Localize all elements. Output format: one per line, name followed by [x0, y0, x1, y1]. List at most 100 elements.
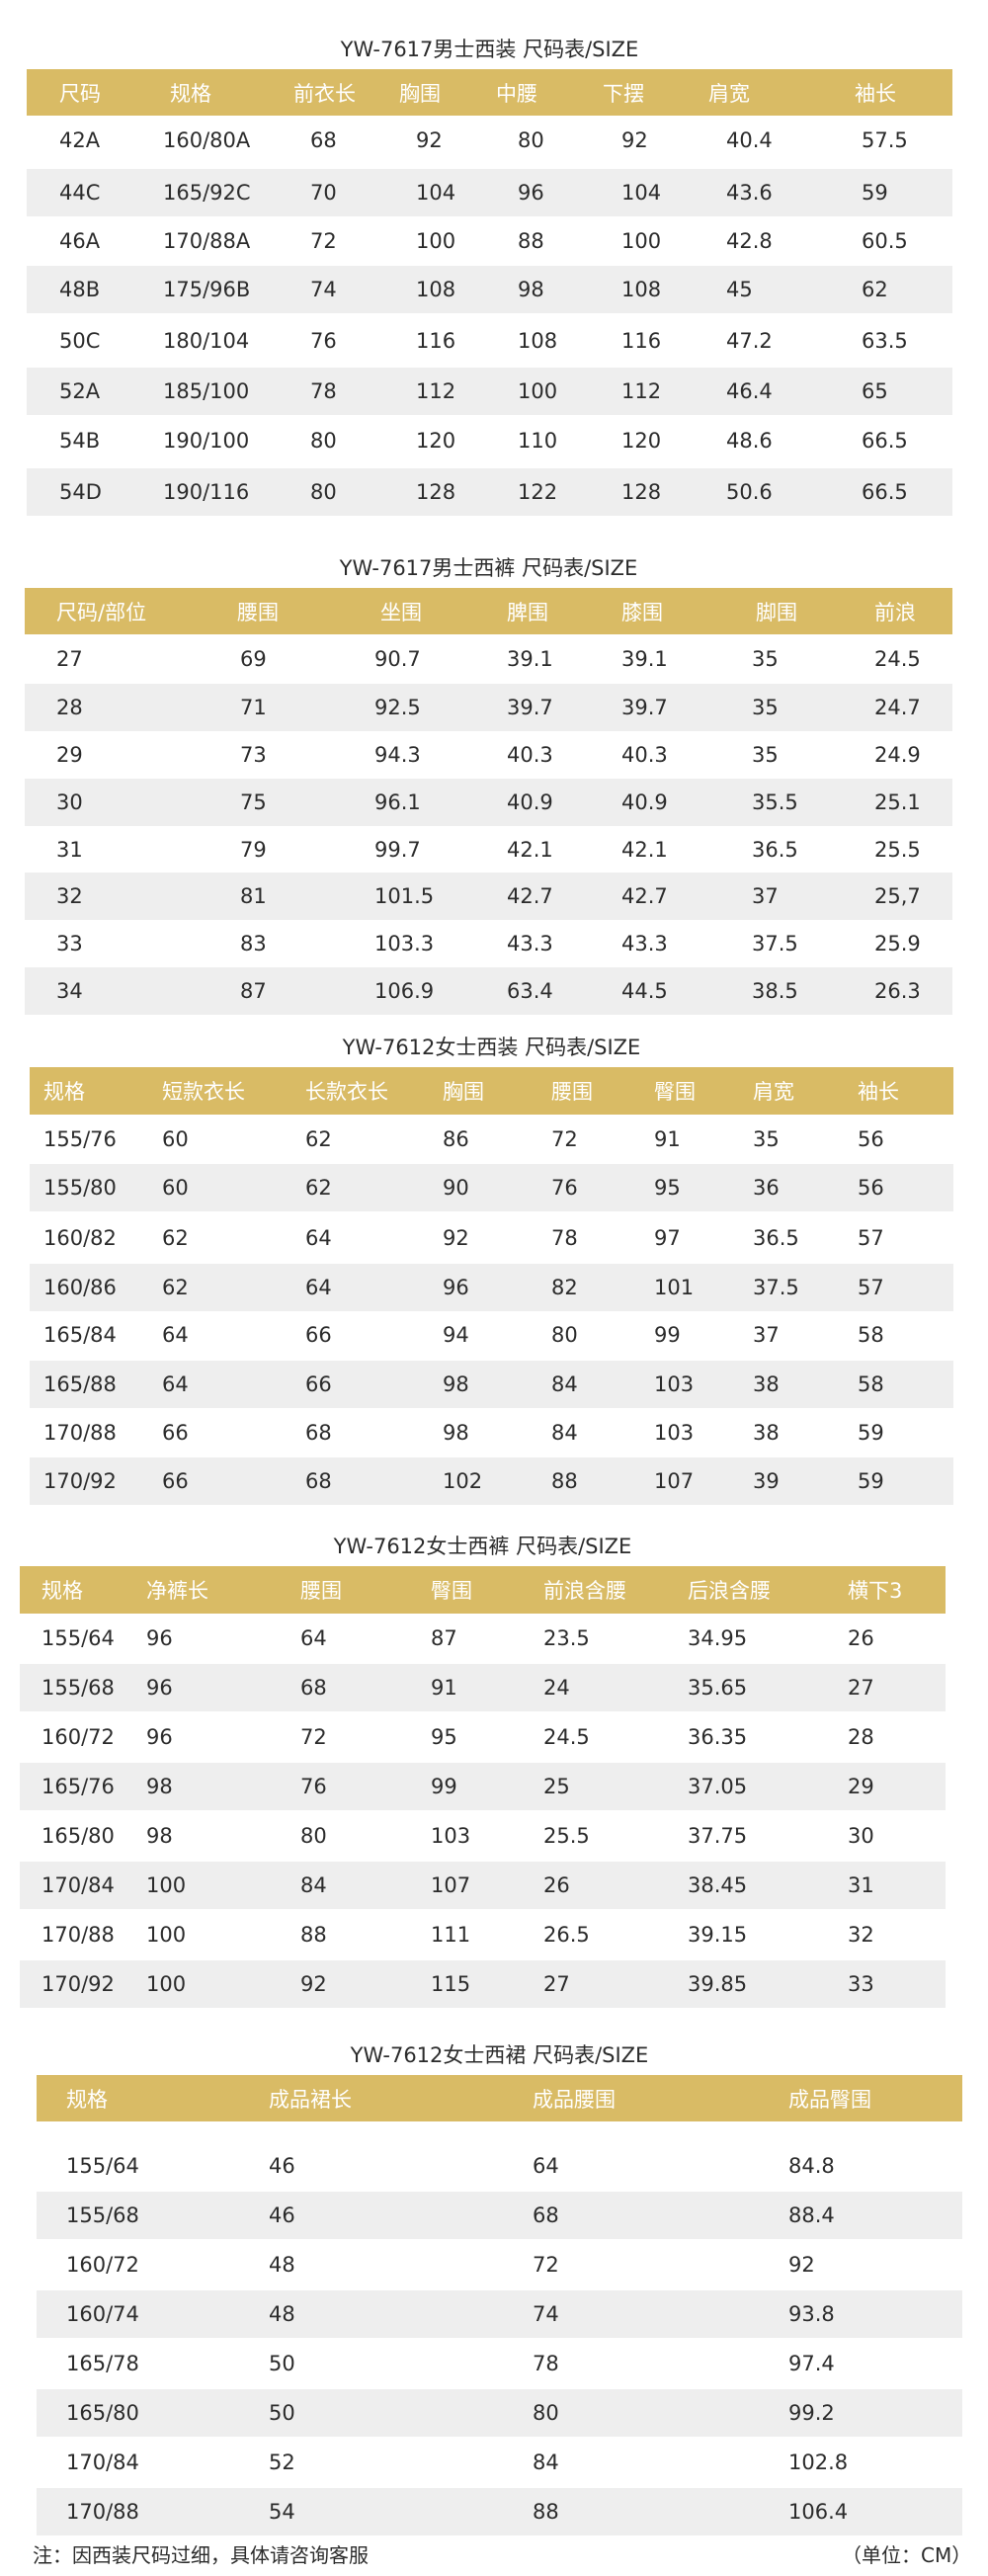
table-cell: 34	[56, 979, 83, 1003]
table-cell: 39.85	[688, 1972, 748, 1996]
table-cell: 115	[431, 1972, 471, 1996]
table-cell: 46A	[59, 229, 101, 253]
table-cell: 72	[300, 1725, 327, 1749]
table-cell: 42A	[59, 128, 101, 152]
table-row: 165/76 98 76 99 25 37.05 29	[20, 1763, 946, 1810]
table-cell: 25,7	[874, 884, 921, 908]
table-cell: 100	[146, 1972, 187, 1996]
table-cell: 82	[551, 1276, 578, 1299]
table-cell: 120	[416, 429, 456, 453]
table-cell: 91	[654, 1127, 681, 1151]
table-cell: 80	[310, 480, 337, 504]
table-cell: 37.5	[753, 1276, 799, 1299]
table-cell: 165/80	[66, 2401, 139, 2425]
table-header-row: 尺码/部位 腰围 坐围 脾围 膝围 脚围 前浪	[25, 588, 952, 634]
table-row: 155/68 96 68 91 24 35.65 27	[20, 1664, 946, 1711]
table-cell: 98	[518, 278, 544, 301]
column-header: 短款衣长	[162, 1080, 245, 1104]
table-cell: 39.7	[507, 696, 553, 719]
column-header: 净裤长	[146, 1579, 208, 1603]
table-cell: 92	[621, 128, 648, 152]
table-cell: 54	[269, 2500, 295, 2524]
table-cell: 96	[518, 181, 544, 205]
table-cell: 57.5	[862, 128, 908, 152]
table-cell: 92	[416, 128, 443, 152]
table-cell: 28	[56, 696, 83, 719]
table-row: 160/74 48 74 93.8	[37, 2290, 962, 2338]
table-cell: 38.5	[752, 979, 798, 1003]
table-cell: 28	[848, 1725, 874, 1749]
column-header: 腰围	[300, 1579, 342, 1603]
table-cell: 40.3	[621, 743, 668, 767]
table-row: 170/84 52 84 102.8	[37, 2439, 962, 2486]
table-cell: 37	[752, 884, 779, 908]
table-cell: 185/100	[163, 379, 250, 403]
column-header: 中腰	[496, 81, 537, 106]
table-cell: 68	[305, 1469, 332, 1493]
table-cell: 160/80A	[163, 128, 251, 152]
table-cell: 60.5	[862, 229, 908, 253]
table-cell: 155/68	[41, 1676, 115, 1700]
table-cell: 99	[431, 1775, 457, 1798]
table-row: 155/80 60 62 90 76 95 36 56	[30, 1164, 953, 1211]
table-cell: 104	[416, 181, 456, 205]
table-cell: 48	[269, 2302, 295, 2326]
table-row: 165/88 64 66 98 84 103 38 58	[30, 1361, 953, 1408]
table-cell: 86	[443, 1127, 469, 1151]
table-cell: 59	[858, 1469, 884, 1493]
column-header: 规格	[170, 81, 211, 106]
table-cell: 32	[848, 1923, 874, 1947]
table-cell: 48B	[59, 278, 101, 301]
table-row: 170/88 54 88 106.4	[37, 2488, 962, 2535]
table-cell: 170/92	[41, 1972, 115, 1996]
table-cell: 59	[862, 181, 888, 205]
table-cell: 35	[752, 743, 779, 767]
table-cell: 27	[543, 1972, 570, 1996]
table-cell: 37.05	[688, 1775, 748, 1798]
table-cell: 38	[753, 1421, 780, 1445]
table-cell: 60	[162, 1127, 189, 1151]
table-cell: 112	[416, 379, 456, 403]
column-header: 下摆	[603, 81, 644, 106]
table-cell: 68	[310, 128, 337, 152]
column-header: 坐围	[380, 600, 422, 624]
column-header: 成品裙长	[269, 2087, 352, 2112]
table-cell: 92	[788, 2253, 815, 2277]
table-cell: 39	[753, 1469, 780, 1493]
table-cell: 47.2	[726, 329, 773, 353]
table-cell: 66	[162, 1421, 189, 1445]
table-cell: 72	[310, 229, 337, 253]
column-header: 尺码/部位	[56, 600, 147, 624]
table-row: 54D 190/116 80 128 122 128 50.6 66.5	[27, 468, 952, 516]
table-row: 170/84 100 84 107 26 38.45 31	[20, 1862, 946, 1909]
table-cell: 160/72	[66, 2253, 139, 2277]
table-row: 29 73 94.3 40.3 40.3 35 24.9	[25, 731, 952, 779]
table-cell: 128	[621, 480, 662, 504]
column-header: 腰围	[237, 600, 279, 624]
table-cell: 44.5	[621, 979, 668, 1003]
table-cell: 112	[621, 379, 662, 403]
table-cell: 88.4	[788, 2203, 835, 2227]
table-cell: 25.9	[874, 932, 921, 956]
table-title: YW-7612女士西装 尺码表/SIZE	[342, 1036, 641, 1059]
table-row: 50C 180/104 76 116 108 116 47.2 63.5	[27, 317, 952, 365]
table-cell: 50	[269, 2401, 295, 2425]
table-cell: 57	[858, 1226, 884, 1250]
table-row: 170/92 66 68 102 88 107 39 59	[30, 1457, 953, 1505]
table-cell: 71	[240, 696, 267, 719]
table-title: YW-7617男士西装 尺码表/SIZE	[340, 38, 639, 61]
table-cell: 170/92	[43, 1469, 117, 1493]
table-row: 48B 175/96B 74 108 98 108 45 62	[27, 266, 952, 313]
table-row: 155/64 96 64 87 23.5 34.95 26	[20, 1615, 946, 1662]
table-row: 160/86 62 64 96 82 101 37.5 57	[30, 1264, 953, 1311]
column-header: 胸围	[443, 1080, 484, 1104]
column-header: 后浪含腰	[688, 1579, 771, 1603]
table-cell: 37.5	[752, 932, 798, 956]
table-cell: 116	[416, 329, 456, 353]
table-header-row: 规格 成品裙长 成品腰围 成品臀围	[37, 2075, 962, 2121]
table-cell: 99	[654, 1323, 681, 1347]
column-header: 规格	[66, 2087, 108, 2112]
table-cell: 50.6	[726, 480, 773, 504]
table-cell: 155/64	[66, 2154, 139, 2178]
table-cell: 30	[56, 790, 83, 814]
